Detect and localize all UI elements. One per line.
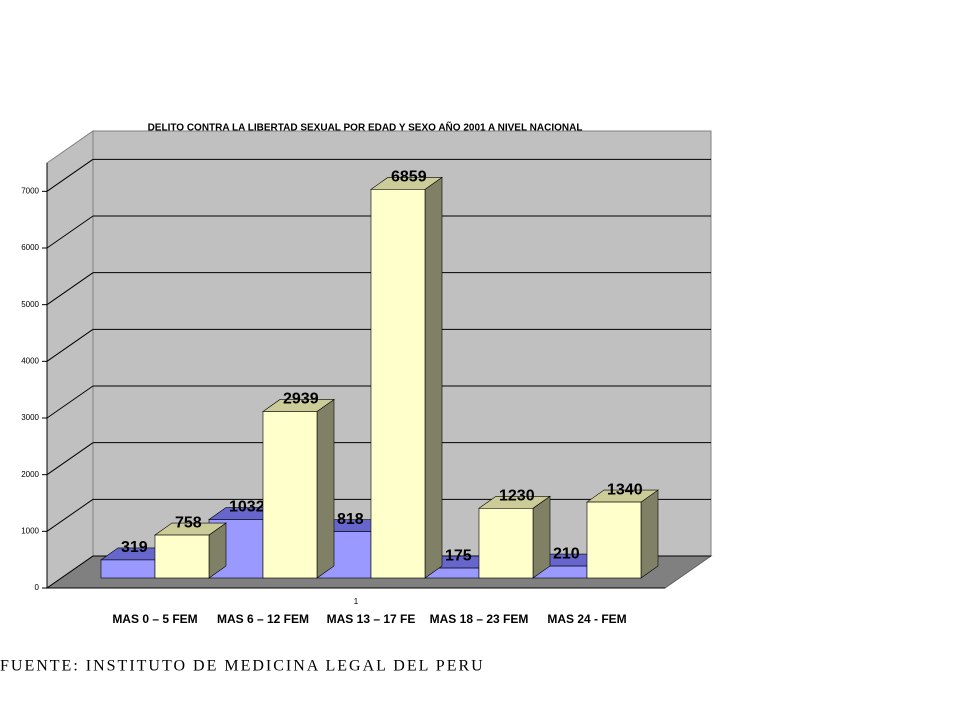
y-tick-label: 4000 (21, 356, 39, 365)
grid-line (46, 158, 94, 192)
value-label: 818 (337, 511, 364, 528)
x-tick-label: MAS 24 - FEM (547, 612, 626, 626)
side-wall (46, 130, 94, 589)
bar (478, 507, 534, 579)
bar (154, 534, 210, 579)
value-label: 2939 (283, 391, 319, 408)
value-label: 319 (121, 539, 148, 556)
x-tick-label: MAS 6 – 12 FEM (217, 612, 309, 626)
x-axis-label: 1 (354, 597, 359, 606)
chart-title: DELITO CONTRA LA LIBERTAD SEXUAL POR EDA… (148, 121, 583, 134)
y-tick-label: 5000 (21, 300, 39, 309)
value-label: 1340 (607, 481, 643, 498)
x-tick-label: MAS 13 – 17 FE (327, 612, 416, 626)
value-label: 1032 (229, 499, 265, 516)
y-tick-label: 0 (35, 583, 40, 592)
y-tick-label: 2000 (21, 470, 39, 479)
bar-side (640, 489, 659, 579)
y-tick-label: 6000 (21, 243, 39, 252)
value-label: 6859 (391, 169, 427, 186)
bar (262, 411, 318, 579)
bar-side (532, 495, 551, 579)
grid-line (46, 328, 94, 362)
grid-line (46, 498, 94, 532)
grid-line (46, 385, 94, 419)
grid-line (46, 555, 94, 589)
value-label: 1230 (499, 488, 535, 505)
source: FUENTE: INSTITUTO DE MEDICINA LEGAL DEL … (0, 658, 485, 675)
x-tick-label: MAS 18 – 23 FEM (430, 612, 529, 626)
y-tick-label: 1000 (21, 526, 39, 535)
y-tick-label: 7000 (21, 186, 39, 195)
value-label: 210 (553, 545, 580, 562)
bar (370, 189, 426, 579)
bar (586, 501, 642, 579)
x-tick-label: MAS 0 – 5 FEM (112, 612, 197, 626)
grid-line (46, 215, 94, 249)
bar (100, 559, 156, 579)
bar-side (316, 398, 335, 579)
y-tick-label: 3000 (21, 413, 39, 422)
grid-line (46, 442, 94, 476)
value-label: 758 (175, 514, 202, 531)
value-label: 175 (445, 547, 472, 564)
grid-line (46, 272, 94, 306)
bar-side (424, 176, 443, 579)
